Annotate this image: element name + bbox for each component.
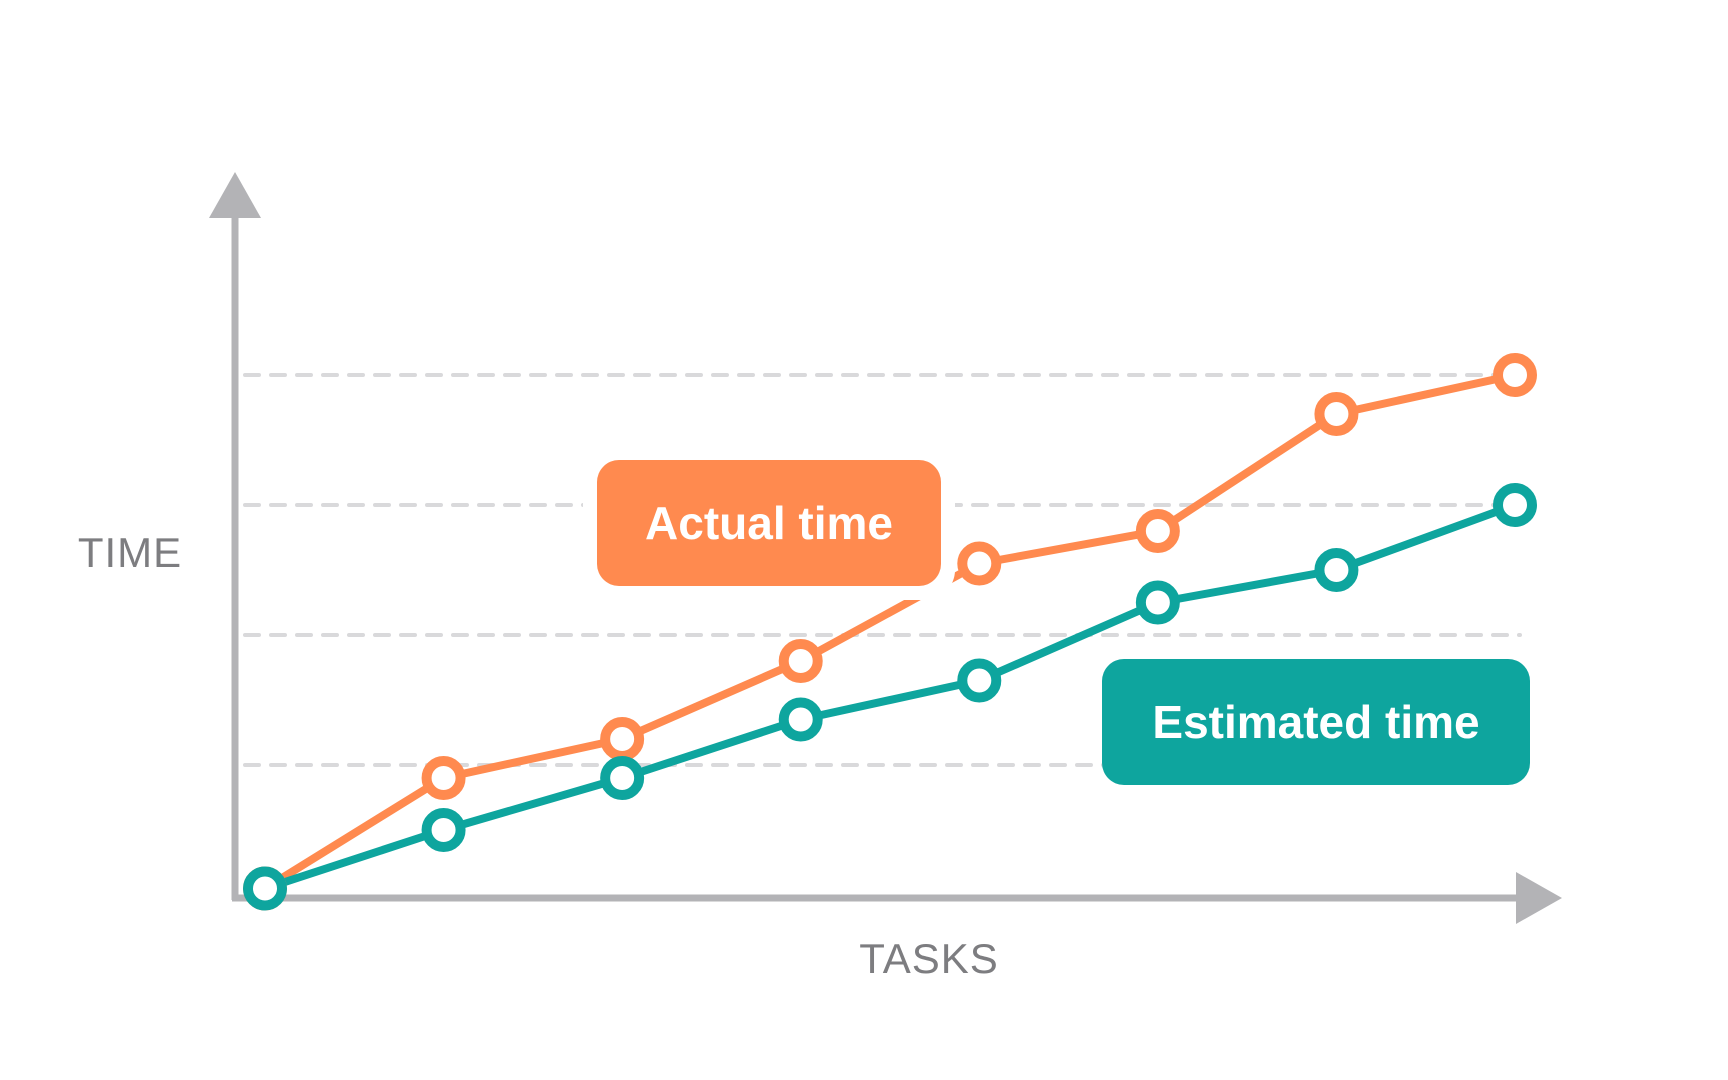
point-estimated-time [243,866,287,911]
y-axis-arrow [209,172,261,218]
series-line-estimated-time [261,501,1519,893]
legend-callouts: Actual time Estimated time [583,446,1530,785]
callout-box [597,460,941,586]
x-axis-arrow [1516,872,1562,924]
point-actual-time [1135,509,1180,553]
series [243,353,1537,911]
point-actual-time [421,756,466,800]
x-axis-label: TASKS [859,935,999,982]
point-estimated-time [1314,548,1359,592]
y-axis-label: TIME [78,529,182,576]
point-estimated-time [957,658,1002,703]
axes [209,172,1562,924]
point-actual-time [1314,392,1359,436]
point-estimated-time [778,697,823,742]
point-estimated-time [600,756,645,800]
series-line-actual-time [261,371,1519,893]
legend-label-estimated-time: Estimated time [1152,696,1479,748]
legend-label-actual-time: Actual time [645,497,893,549]
callout-actual-time: Actual time [583,446,955,600]
point-estimated-time [421,808,466,852]
point-estimated-time [1493,483,1537,527]
point-estimated-time [1135,580,1180,625]
callout-estimated-time: Estimated time [1102,659,1530,785]
point-actual-time [957,541,1002,586]
point-actual-time [778,639,823,683]
point-actual-time [1493,353,1537,397]
callout-box [1102,659,1530,785]
point-actual-time [600,717,645,761]
